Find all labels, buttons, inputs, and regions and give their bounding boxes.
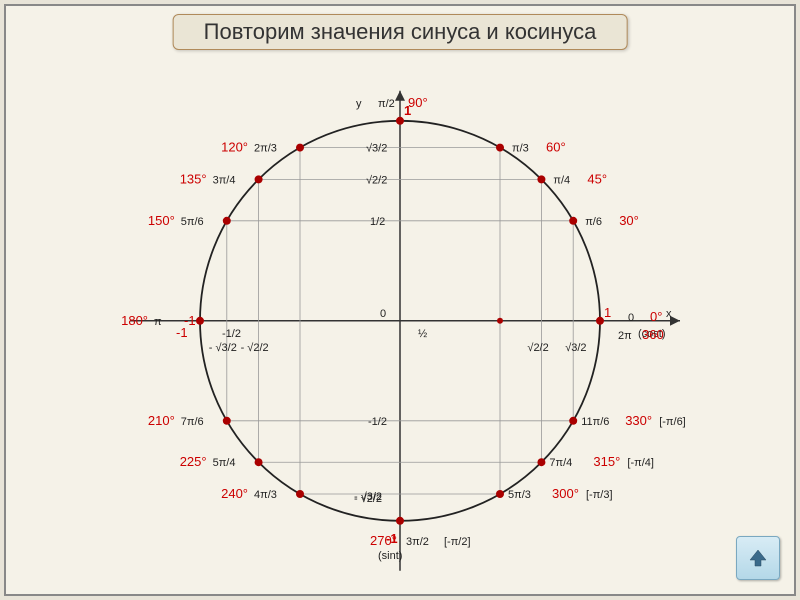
svg-text:5π/4: 5π/4: [213, 457, 236, 469]
svg-text:360: 360: [642, 327, 664, 342]
svg-text:300°: 300°: [552, 486, 579, 501]
svg-text:90°: 90°: [408, 95, 428, 110]
nav-up-button[interactable]: [736, 536, 780, 580]
svg-text:π/6: π/6: [585, 216, 602, 228]
svg-text:√3/2: √3/2: [366, 143, 387, 155]
frame: Повторим значения синуса и косинуса 1 -1 1…: [4, 4, 796, 596]
svg-text:240°: 240°: [221, 486, 248, 501]
svg-text:[-π/4]: [-π/4]: [627, 457, 654, 469]
svg-text:5π/3: 5π/3: [508, 489, 531, 501]
circle-svg: 1-11-10½-1/2yx(cost)(sint)1/2√2/2√3/2-1/…: [140, 61, 660, 581]
svg-text:[-π/3]: [-π/3]: [586, 489, 613, 501]
svg-text:4π/3: 4π/3: [254, 489, 277, 501]
svg-text:7π/6: 7π/6: [181, 416, 204, 428]
svg-text:3π/4: 3π/4: [213, 174, 236, 186]
svg-text:π: π: [154, 316, 162, 328]
svg-text:180°: 180°: [121, 313, 148, 328]
svg-text:-1/2: -1/2: [222, 328, 241, 340]
svg-text:45°: 45°: [587, 171, 607, 186]
svg-text:270°: 270°: [370, 533, 397, 548]
svg-text:7π/4: 7π/4: [549, 457, 572, 469]
svg-text:x: x: [666, 308, 672, 320]
svg-text:π/2: π/2: [378, 98, 395, 110]
svg-text:-1/2: -1/2: [368, 416, 387, 428]
svg-text:[-π/6]: [-π/6]: [659, 416, 686, 428]
svg-text:210°: 210°: [148, 413, 175, 428]
svg-text:π/4: π/4: [553, 174, 570, 186]
svg-text:330°: 330°: [625, 413, 652, 428]
svg-text:135°: 135°: [180, 171, 207, 186]
svg-text:- √3/2: - √3/2: [209, 342, 237, 354]
svg-text:150°: 150°: [148, 213, 175, 228]
svg-text:[-π/2]: [-π/2]: [444, 536, 471, 548]
svg-text:30°: 30°: [619, 213, 639, 228]
svg-text:0: 0: [628, 312, 634, 324]
svg-text:√3/2: √3/2: [565, 342, 586, 354]
svg-text:11π/6: 11π/6: [581, 416, 609, 428]
svg-text:½: ½: [418, 328, 427, 340]
svg-text:225°: 225°: [180, 454, 207, 469]
svg-text:-1: -1: [184, 313, 196, 328]
svg-text:3π/2: 3π/2: [406, 536, 429, 548]
svg-text:√2/2: √2/2: [527, 342, 548, 354]
svg-text:√2/2: √2/2: [366, 174, 387, 186]
svg-text:y: y: [356, 98, 362, 110]
svg-text:120°: 120°: [221, 140, 248, 155]
svg-text:- √3/2: - √3/2: [354, 491, 382, 503]
svg-text:5π/6: 5π/6: [181, 216, 204, 228]
title: Повторим значения синуса и косинуса: [173, 14, 628, 50]
svg-text:2π: 2π: [618, 330, 632, 342]
svg-text:2π/3: 2π/3: [254, 143, 277, 155]
svg-text:(sint): (sint): [378, 550, 402, 562]
svg-text:315°: 315°: [593, 454, 620, 469]
svg-text:π/3: π/3: [512, 143, 529, 155]
svg-text:1/2: 1/2: [370, 216, 385, 228]
svg-text:0: 0: [380, 308, 386, 320]
svg-text:1: 1: [604, 305, 611, 320]
svg-text:0°: 0°: [650, 309, 662, 324]
arrow-up-icon: [746, 546, 770, 570]
unit-circle-diagram: 1-11-10½-1/2yx(cost)(sint)1/2√2/2√3/2-1/…: [140, 61, 660, 581]
svg-text:- √2/2: - √2/2: [241, 342, 269, 354]
svg-text:60°: 60°: [546, 140, 566, 155]
